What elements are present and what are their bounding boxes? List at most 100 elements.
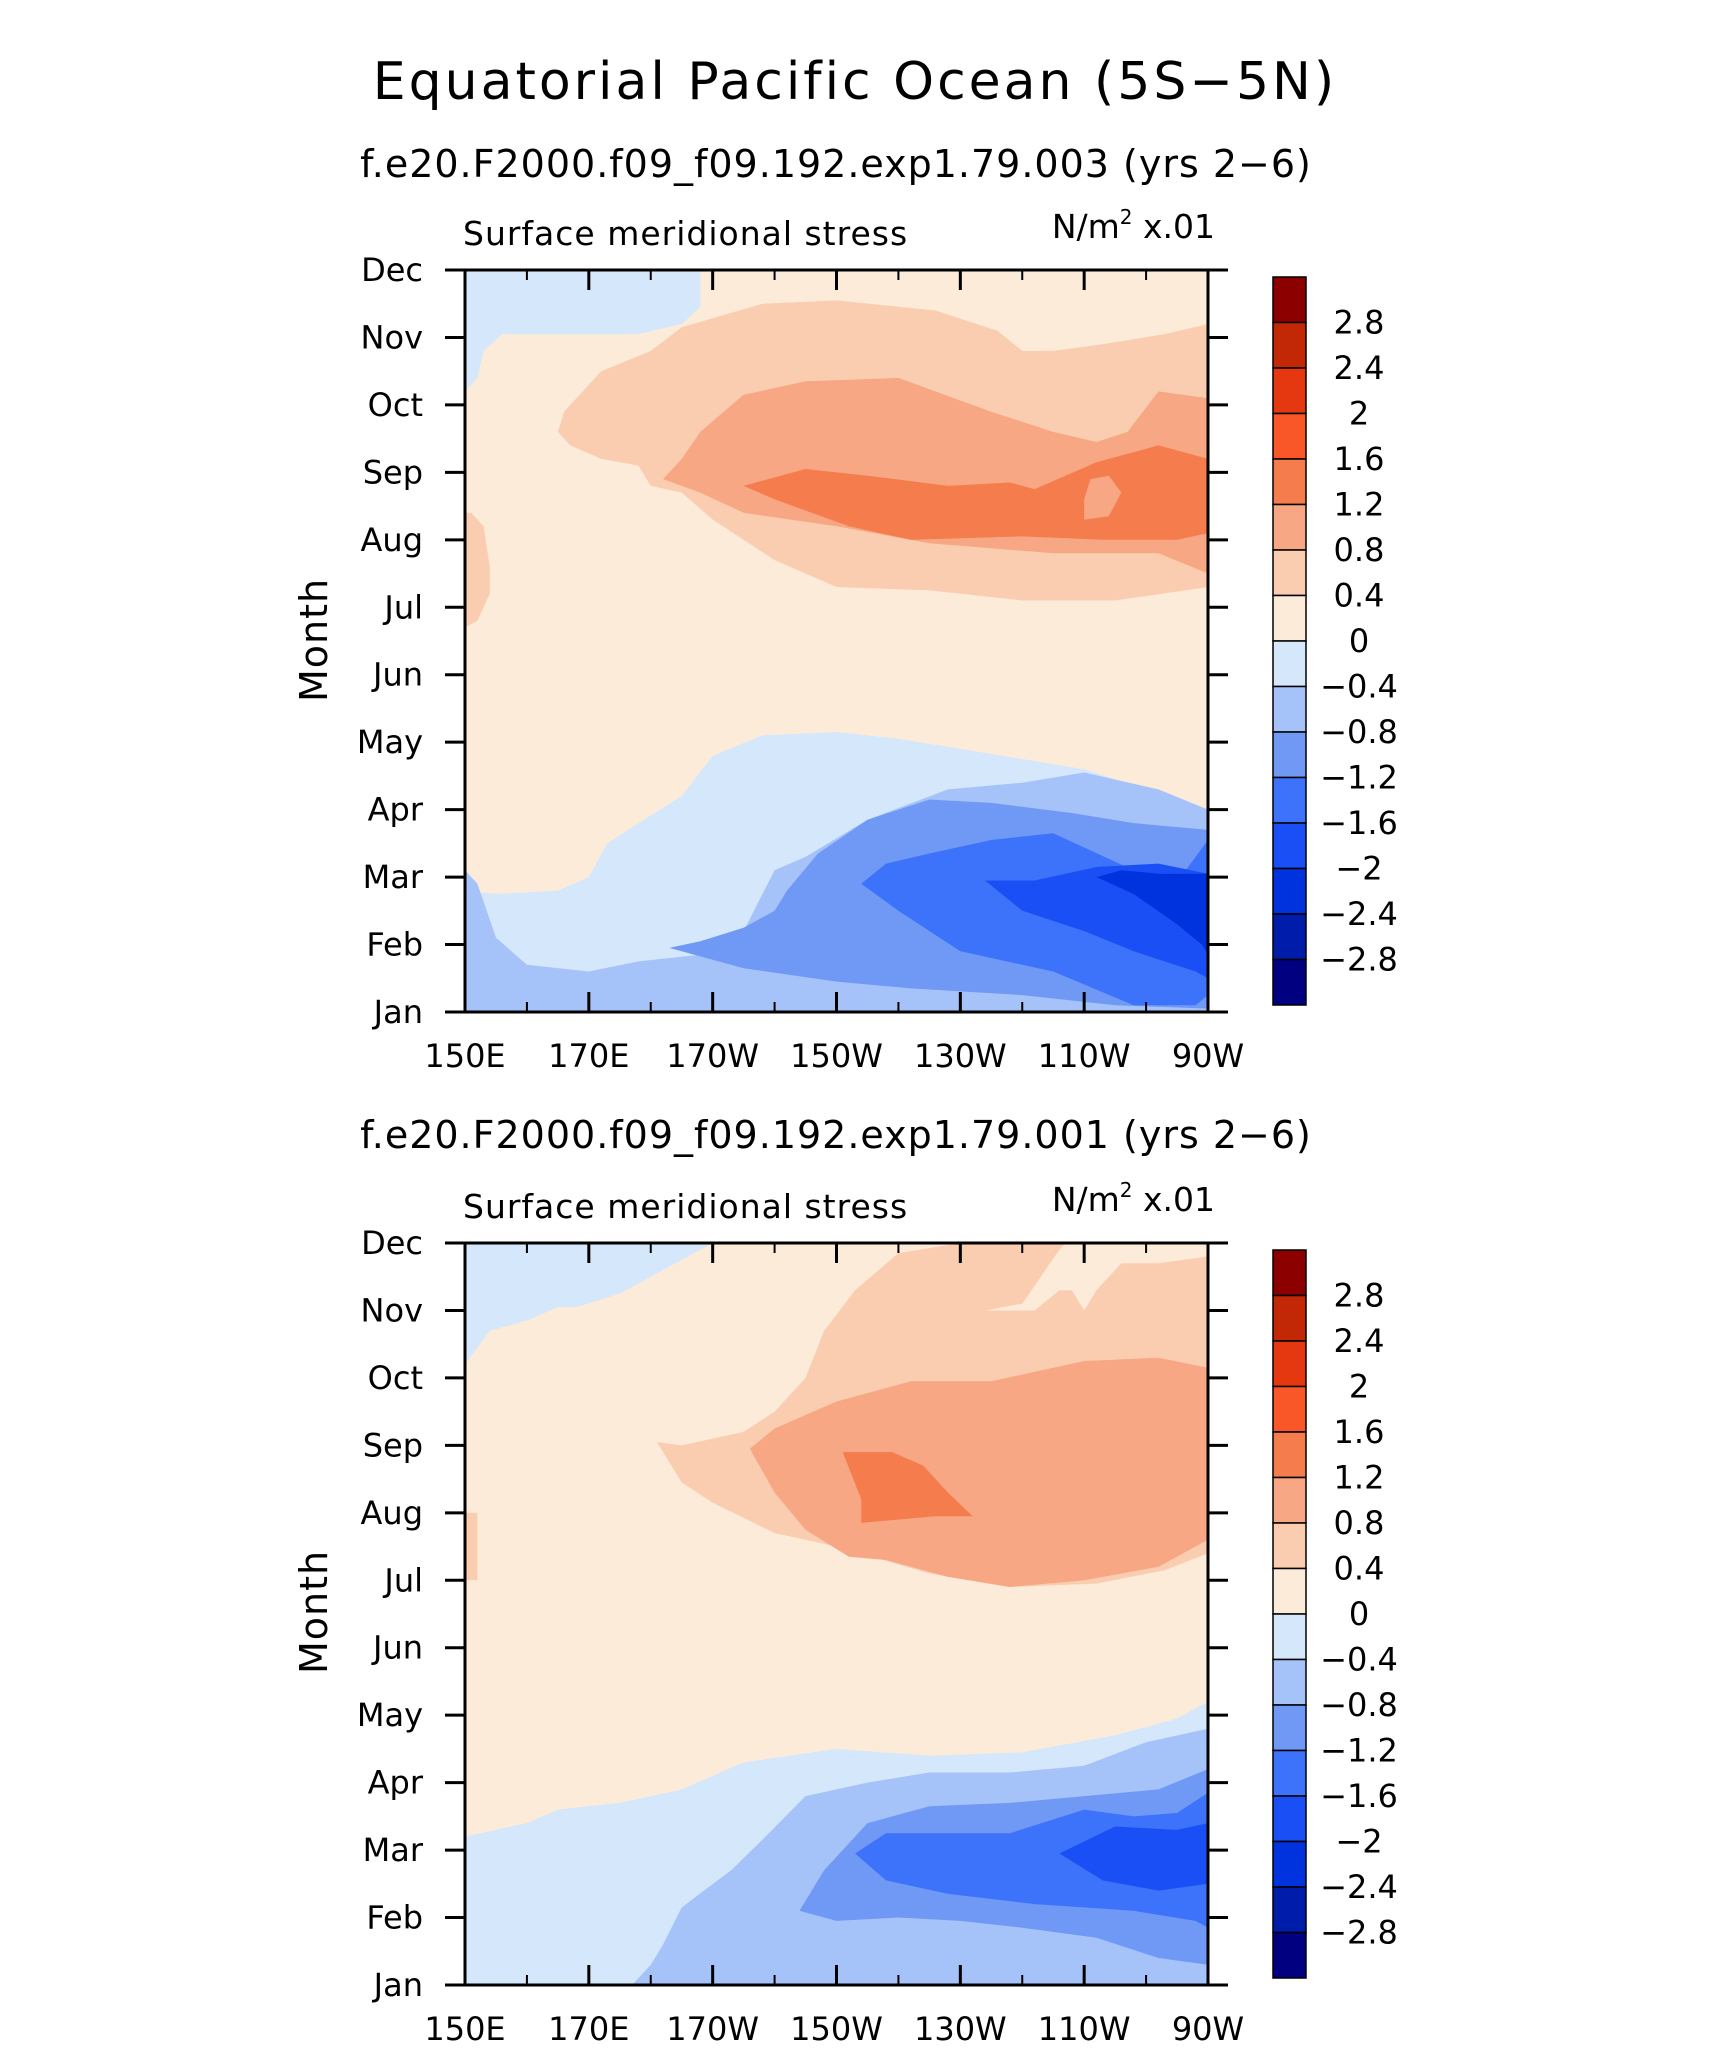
y-tick-label: Nov	[361, 1291, 423, 1329]
y-tick-label: Jun	[371, 1629, 423, 1667]
units-scale: x.01	[1133, 207, 1216, 246]
colorbar-swatch	[1272, 1658, 1307, 1706]
y-tick-label: May	[357, 723, 423, 761]
colorbar-swatch	[1272, 822, 1307, 870]
colorbar-swatch	[1272, 1749, 1307, 1797]
colorbar-label: −2.4	[1320, 895, 1398, 933]
figure-title: Equatorial Pacific Ocean (5S−5N)	[373, 52, 1337, 112]
contour-region	[855, 1792, 1208, 1928]
colorbar-label: 1.6	[1334, 1413, 1385, 1451]
y-tick-label: Oct	[368, 386, 423, 424]
panel-title: f.e20.F2000.f09_f09.192.exp1.79.001 (yrs…	[360, 1113, 1312, 1157]
contour-region	[1059, 1823, 1208, 1891]
y-tick-label: Feb	[366, 1899, 423, 1937]
colorbar-swatch	[1272, 776, 1307, 824]
contour-region	[465, 1512, 478, 1581]
colorbar-label: −1.6	[1320, 1777, 1398, 1815]
colorbar-swatch	[1272, 958, 1307, 1006]
colorbar-label: 1.2	[1334, 1459, 1385, 1497]
colorbar-label: −0.4	[1320, 668, 1398, 706]
colorbar-swatch	[1272, 1294, 1307, 1342]
colorbar-swatch	[1272, 1795, 1307, 1843]
colorbar-label: −2	[1335, 1823, 1382, 1861]
colorbar-swatch	[1272, 1340, 1307, 1388]
x-tick-label: 150W	[790, 1037, 883, 1075]
colorbar-swatch	[1272, 1931, 1307, 1979]
colorbar-label: 0.4	[1334, 577, 1385, 615]
colorbar-swatch	[1272, 913, 1307, 961]
colorbar-label: 0	[1349, 622, 1369, 660]
panel-title: f.e20.F2000.f09_f09.192.exp1.79.003 (yrs…	[360, 142, 1312, 186]
units-base: N/m	[1052, 207, 1120, 246]
x-tick-label: 150E	[424, 2010, 505, 2048]
colorbar-label: −0.8	[1320, 713, 1398, 751]
colorbar-label: 2.4	[1334, 1322, 1385, 1360]
colorbar-swatch	[1272, 412, 1307, 460]
x-tick-label: 150W	[790, 2010, 883, 2048]
colorbar-swatch	[1272, 1704, 1307, 1752]
x-tick-label: 90W	[1172, 1037, 1244, 1075]
colorbar-swatch	[1272, 731, 1307, 779]
x-tick-label: 110W	[1038, 1037, 1131, 1075]
colorbar-swatch	[1272, 1522, 1307, 1570]
variable-label: Surface meridional stress	[463, 214, 908, 253]
y-tick-label: Apr	[368, 1764, 424, 1802]
variable-label: Surface meridional stress	[463, 1187, 908, 1226]
colorbar-swatch	[1272, 503, 1307, 551]
colorbar-label: 0	[1349, 1595, 1369, 1633]
colorbar-label: −2.8	[1320, 941, 1398, 979]
contour-region	[749, 1357, 1208, 1587]
colorbar: 2.8 2.4 2 1.6 1.2 0.8 0.4 0 −0.4 −0.8 −1.2 −1.6 −2 −2…	[1272, 1249, 1398, 1979]
y-tick-label: Apr	[368, 791, 424, 829]
y-tick-label: Nov	[361, 318, 423, 356]
y-tick-label: Aug	[361, 521, 423, 559]
y-tick-label: Jul	[382, 588, 423, 626]
colorbar-label: 2.8	[1334, 1277, 1385, 1315]
contour-region	[842, 1452, 973, 1523]
colorbar-label: −2	[1335, 850, 1382, 888]
colorbar-swatch	[1272, 1613, 1307, 1661]
x-tick-label: 170W	[666, 1037, 759, 1075]
colorbar-label: 1.6	[1334, 440, 1385, 478]
units-label: N/m2 x.01	[1052, 205, 1215, 246]
colorbar-label: −1.6	[1320, 804, 1398, 842]
colorbar-swatch	[1272, 1886, 1307, 1934]
contour-plot: 150E 170E 170W 150W 130W 110W 90W Jan Feb Mar Apr M…	[357, 251, 1244, 1075]
colorbar-swatch	[1272, 458, 1307, 506]
colorbar-label: −2.8	[1320, 1914, 1398, 1952]
units-superscript: 2	[1120, 205, 1133, 229]
y-tick-label: Jul	[382, 1561, 423, 1599]
units-superscript: 2	[1120, 1178, 1133, 1202]
y-axis-label: Month	[292, 1550, 336, 1674]
colorbar: 2.8 2.4 2 1.6 1.2 0.8 0.4 0 −0.4 −0.8 −1.2 −1.6 −2 −2…	[1272, 276, 1398, 1006]
y-tick-label: Feb	[366, 926, 423, 964]
contour-plot: 150E 170E 170W 150W 130W 110W 90W Jan Feb Mar Apr M…	[357, 1224, 1244, 2048]
colorbar-swatch	[1272, 367, 1307, 415]
colorbar-swatch	[1272, 276, 1307, 324]
colorbar-label: −2.4	[1320, 1868, 1398, 1906]
colorbar-swatch	[1272, 640, 1307, 688]
colorbar-label: 0.8	[1334, 1504, 1385, 1542]
colorbar-label: 2	[1349, 1368, 1369, 1406]
colorbar-swatch	[1272, 1249, 1307, 1297]
colorbar-swatch	[1272, 685, 1307, 733]
y-tick-label: Jun	[371, 656, 423, 694]
colorbar-label: 2	[1349, 395, 1369, 433]
colorbar-label: −0.4	[1320, 1641, 1398, 1679]
y-tick-label: Oct	[368, 1359, 423, 1397]
panel-top: f.e20.F2000.f09_f09.192.exp1.79.003 (yrs…	[292, 142, 1398, 1075]
contour-region	[1096, 870, 1208, 955]
y-tick-label: Mar	[363, 1831, 424, 1869]
units-scale: x.01	[1133, 1180, 1216, 1219]
y-tick-label: Dec	[361, 251, 423, 289]
colorbar-swatch	[1272, 1385, 1307, 1433]
colorbar-swatch	[1272, 1840, 1307, 1888]
x-tick-label: 90W	[1172, 2010, 1244, 2048]
colorbar-swatch	[1272, 321, 1307, 369]
contour-region	[465, 512, 490, 628]
colorbar-swatch	[1272, 1476, 1307, 1524]
units-label: N/m2 x.01	[1052, 1178, 1215, 1219]
y-axis-label: Month	[292, 578, 336, 702]
colorbar-swatch	[1272, 594, 1307, 642]
